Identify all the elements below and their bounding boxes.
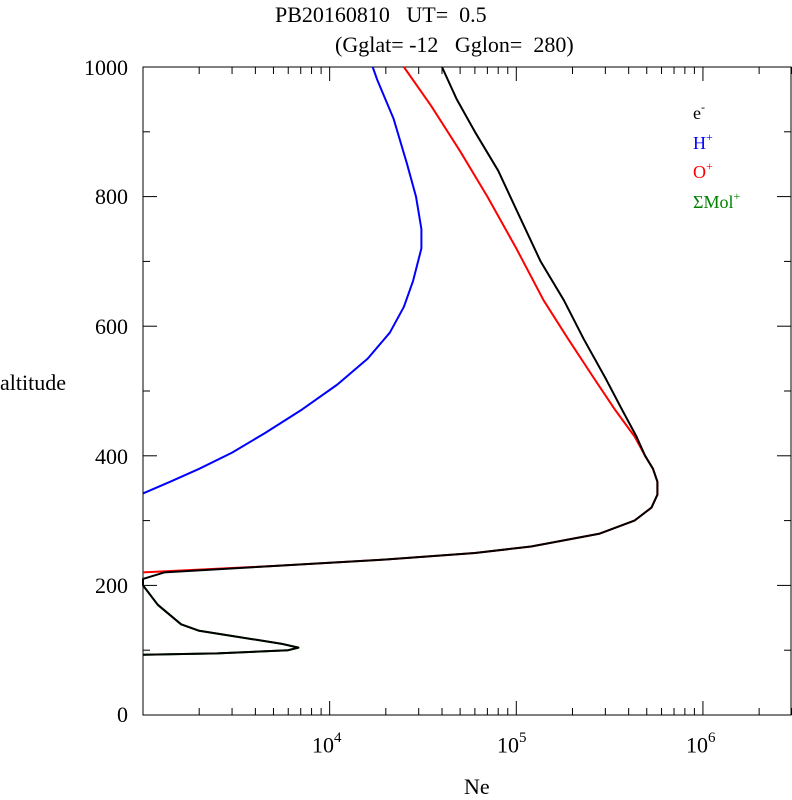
y-axis-label: altitude — [0, 370, 66, 395]
y-tick-label: 800 — [95, 184, 128, 209]
y-tick-label: 0 — [117, 702, 128, 727]
y-tick-label: 1000 — [84, 55, 128, 80]
y-tick-label: 600 — [95, 314, 128, 339]
series-line-0 — [142, 66, 659, 656]
x-axis-label: Ne — [464, 774, 490, 799]
x-tick-label: 104 — [312, 730, 342, 758]
legend-entry-molecular: ΣMol+ — [693, 189, 741, 212]
y-tick-label: 400 — [95, 444, 128, 469]
title-line-2: (Gglat= -12 Gglon= 280) — [335, 32, 574, 57]
legend-entry-electrons: e- — [693, 100, 705, 123]
x-tick-label: 106 — [686, 730, 716, 758]
legend-entry-hydrogen: H+ — [693, 130, 713, 153]
series-line-1 — [142, 66, 423, 495]
series-line-3 — [142, 584, 300, 656]
title-line-1: PB20160810 UT= 0.5 — [275, 2, 487, 27]
y-tick-label: 200 — [95, 573, 128, 598]
x-tick-label: 105 — [497, 730, 527, 758]
legend-entry-oxygen: O+ — [693, 159, 713, 182]
